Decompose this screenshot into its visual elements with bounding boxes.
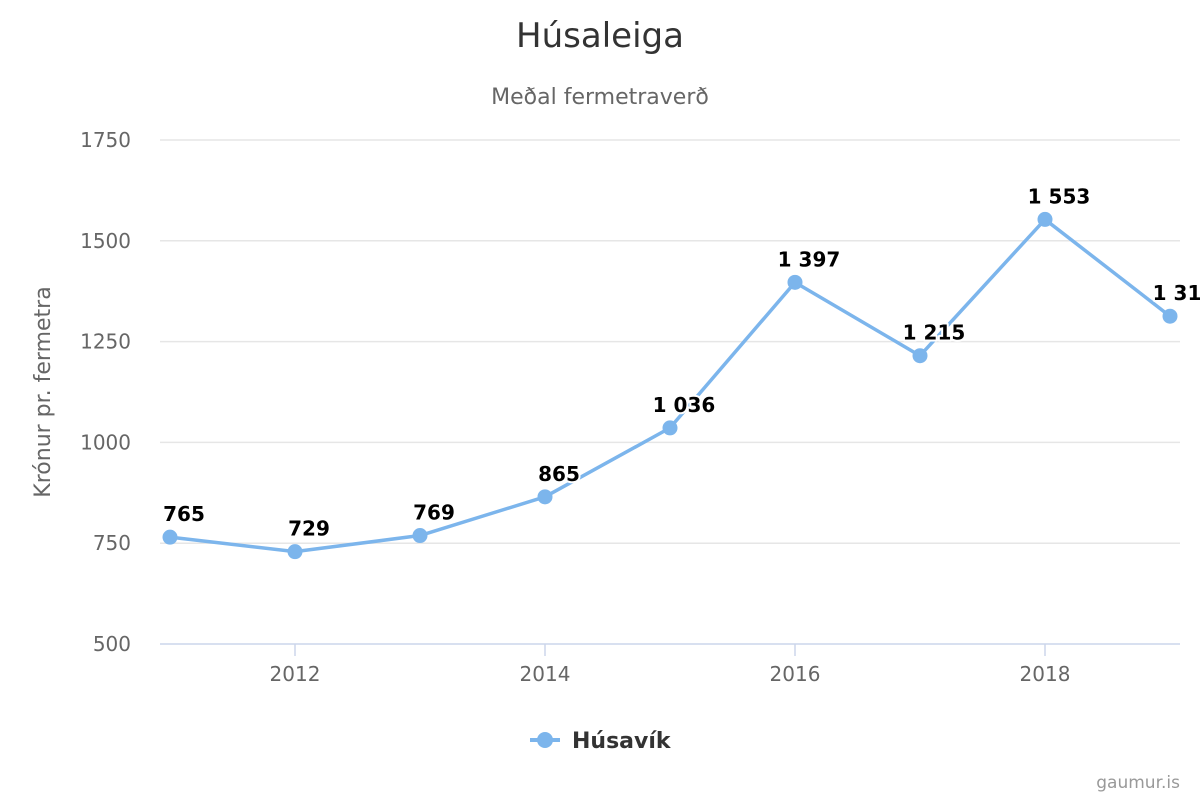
credit-link[interactable]: gaumur.is xyxy=(1096,773,1180,793)
data-label: 1 313 xyxy=(1153,281,1200,305)
x-tick-label: 2014 xyxy=(520,662,571,686)
data-point[interactable] xyxy=(787,274,803,290)
data-label: 1 553 xyxy=(1028,184,1091,208)
chart-subtitle: Meðal fermetraverð xyxy=(491,85,709,110)
y-tick-label: 1250 xyxy=(80,330,131,354)
y-axis: 500 750 1000 1250 1500 1750 xyxy=(80,128,131,656)
y-tick-label: 500 xyxy=(93,632,131,656)
data-point[interactable] xyxy=(162,529,178,545)
data-point[interactable] xyxy=(287,544,303,560)
data-label: 1 036 xyxy=(653,393,716,417)
x-axis: 2012 2014 2016 2018 xyxy=(160,643,1180,686)
legend[interactable]: Húsavík xyxy=(530,729,672,754)
x-tick-label: 2018 xyxy=(1020,662,1071,686)
data-point[interactable] xyxy=(537,489,553,505)
data-point[interactable] xyxy=(912,348,928,364)
y-tick-label: 750 xyxy=(93,531,131,555)
y-tick-label: 1500 xyxy=(80,229,131,253)
data-labels: 765 729 769 865 1 036 1 397 1 215 1 553 1 313 xyxy=(161,182,1200,542)
x-tick-label: 2012 xyxy=(270,662,321,686)
data-point[interactable] xyxy=(662,420,678,436)
legend-label-husavik: Húsavík xyxy=(572,729,672,754)
x-tick-label: 2016 xyxy=(770,662,821,686)
chart-title: Húsaleiga xyxy=(516,16,684,56)
y-tick-label: 1750 xyxy=(80,128,131,152)
grid-lines xyxy=(160,139,1180,544)
data-label: 1 397 xyxy=(778,247,841,271)
y-axis-title: Krónur pr. fermetra xyxy=(31,286,56,497)
data-label: 865 xyxy=(538,462,580,486)
data-label: 769 xyxy=(413,501,455,525)
data-label: 1 215 xyxy=(903,321,966,345)
data-point[interactable] xyxy=(412,528,428,544)
series-husavik[interactable] xyxy=(162,211,1178,560)
data-point[interactable] xyxy=(1162,308,1178,324)
legend-marker xyxy=(537,732,553,748)
series-line xyxy=(168,217,1172,554)
data-label: 765 xyxy=(163,502,205,526)
data-label: 729 xyxy=(288,517,330,541)
data-point[interactable] xyxy=(1037,211,1053,227)
y-tick-label: 1000 xyxy=(80,430,131,454)
